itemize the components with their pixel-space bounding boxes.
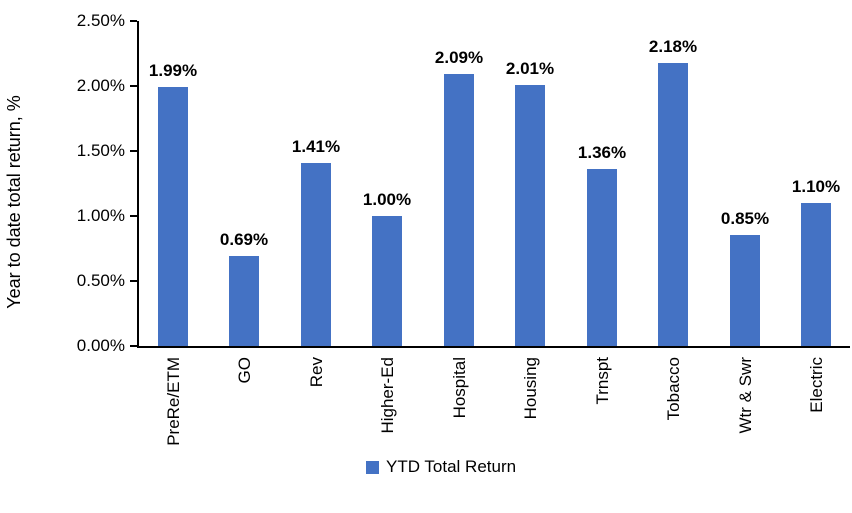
plot-area — [137, 21, 850, 348]
bar — [515, 85, 545, 346]
y-tick-mark — [130, 150, 137, 152]
y-tick-mark — [130, 215, 137, 217]
y-tick-label: 0.50% — [76, 271, 125, 290]
x-axis-category-label: Hospital — [450, 357, 469, 419]
bar-value-label: 2.01% — [505, 59, 555, 78]
x-axis-category-label: Trnspt — [593, 357, 612, 405]
y-tick-label: 1.50% — [76, 141, 125, 160]
y-tick-mark — [130, 85, 137, 87]
bar-value-label: 1.99% — [148, 61, 198, 80]
x-axis-category-label: Electric — [807, 357, 826, 413]
bar — [229, 256, 259, 346]
x-axis-category-label: PreRe/ETM — [164, 357, 183, 446]
y-tick-label: 2.50% — [76, 11, 125, 30]
y-tick-label: 1.00% — [76, 206, 125, 225]
bar — [158, 87, 188, 346]
bar — [301, 163, 331, 346]
y-tick-label: 2.00% — [76, 76, 125, 95]
bar-value-label: 2.18% — [648, 37, 698, 56]
bar-value-label: 1.41% — [291, 137, 341, 156]
x-axis-category-label: Higher-Ed — [378, 357, 397, 434]
bar-value-label: 1.36% — [577, 143, 627, 162]
bar-value-label: 1.10% — [791, 177, 841, 196]
x-axis-category-label: GO — [235, 357, 254, 384]
legend-swatch — [366, 460, 379, 474]
bar-value-label: 2.09% — [434, 48, 484, 67]
legend: YTD Total Return — [366, 457, 516, 477]
y-tick-mark — [130, 345, 137, 347]
x-axis-category-label: Tobacco — [664, 357, 683, 421]
bar — [801, 203, 831, 346]
legend-label: YTD Total Return — [386, 457, 517, 476]
x-axis-category-label: Wtr & Swr — [736, 357, 755, 434]
bar-value-label: 1.00% — [362, 190, 412, 209]
bar — [658, 63, 688, 346]
y-tick-mark — [130, 20, 137, 22]
bar — [372, 216, 402, 346]
bar — [587, 169, 617, 346]
bar — [444, 74, 474, 346]
bar — [730, 235, 760, 346]
x-axis-category-label: Rev — [307, 357, 326, 388]
bar-value-label: 0.85% — [720, 209, 770, 228]
y-tick-label: 0.00% — [76, 336, 125, 355]
y-tick-mark — [130, 280, 137, 282]
x-axis-category-label: Housing — [521, 357, 540, 420]
y-axis-title: Year to date total return, % — [4, 95, 24, 309]
bar-value-label: 0.69% — [219, 230, 269, 249]
